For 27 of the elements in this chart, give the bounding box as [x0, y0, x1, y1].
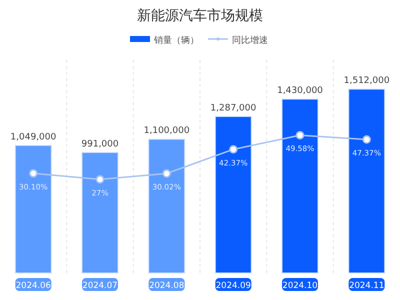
- point: [162, 169, 171, 178]
- bar: [14, 144, 52, 274]
- bar: [82, 152, 118, 274]
- data-label: 1,049,000: [10, 132, 57, 142]
- chart-title: 新能源汽车市场规模: [137, 8, 263, 24]
- x-tick-label: 2024.11: [349, 281, 384, 291]
- x-tick-label: 2024.06: [16, 281, 51, 291]
- bar: [282, 98, 318, 274]
- data-label: 1,512,000: [344, 76, 390, 86]
- point: [229, 145, 238, 154]
- x-tick-label: 2024.08: [149, 281, 184, 291]
- data-label: 991,000: [81, 139, 119, 150]
- point: [362, 135, 371, 144]
- bar: [214, 116, 252, 274]
- x-tick-label: 2024.09: [216, 281, 251, 291]
- x-tick-label: 2024.10: [282, 281, 318, 291]
- point: [96, 175, 104, 184]
- x-tick-label: 2024.07: [82, 281, 118, 291]
- point: [29, 169, 38, 178]
- bar: [348, 88, 386, 274]
- legend-label: 销量（辆）: [153, 35, 199, 46]
- point: [296, 130, 304, 140]
- data-label: 1,430,000: [277, 86, 324, 96]
- legend-label: 同比增速: [232, 35, 268, 46]
- bar: [148, 138, 186, 274]
- data-label: 1,100,000: [144, 126, 190, 136]
- data-label: 1,287,000: [210, 103, 257, 114]
